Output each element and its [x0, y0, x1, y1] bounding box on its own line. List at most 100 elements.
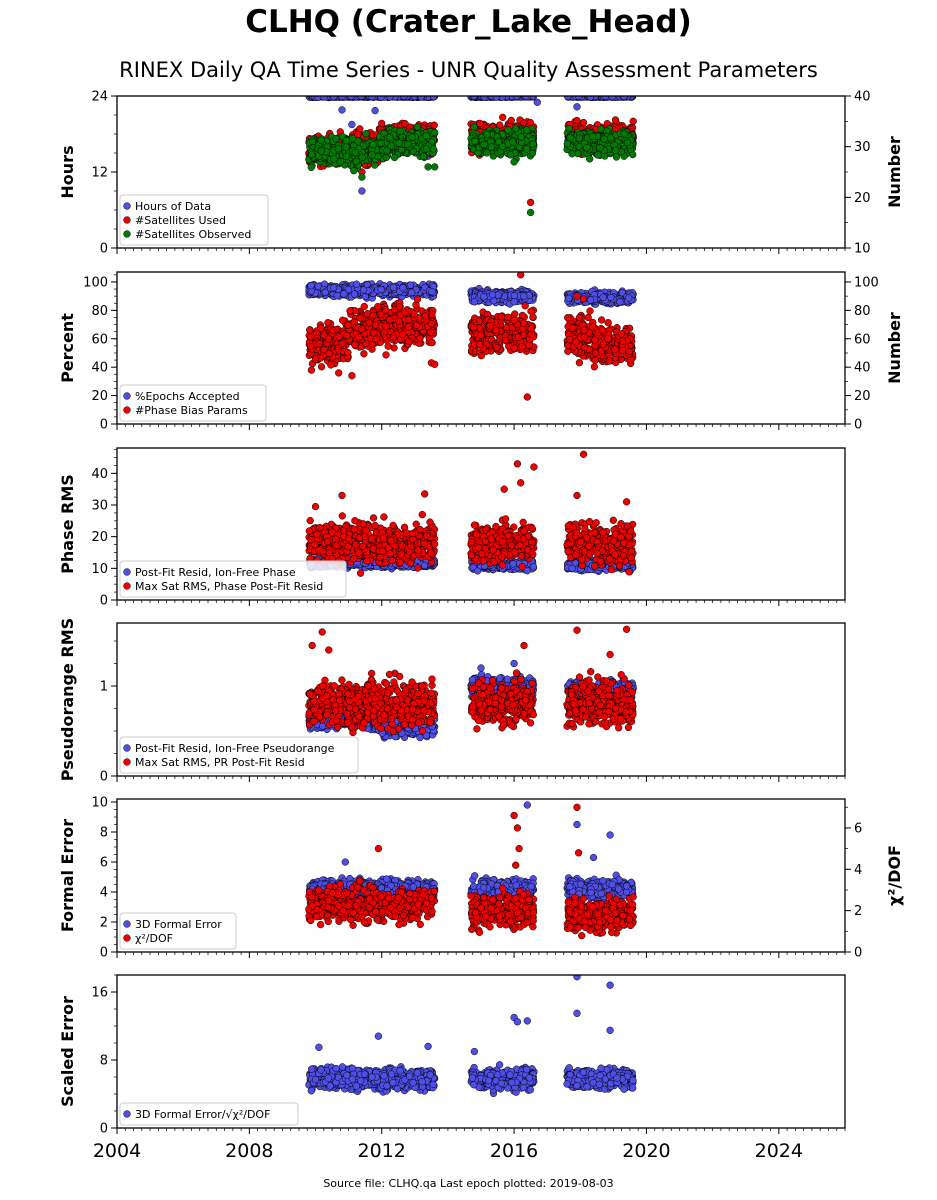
data-point [565, 294, 573, 303]
data-point [377, 285, 385, 294]
legend-marker [123, 202, 131, 210]
legend: Hours of Data#Satellites Used#Satellites… [119, 194, 269, 246]
outlier-point [526, 198, 535, 207]
data-point [565, 124, 573, 133]
data-point [401, 119, 409, 128]
data-point [396, 127, 404, 136]
data-point [422, 132, 430, 140]
outlier-point [470, 298, 479, 306]
outlier-point [533, 98, 541, 106]
data-point [480, 140, 488, 149]
data-point [599, 293, 607, 301]
data-point [596, 144, 604, 152]
outlier-point [358, 173, 366, 181]
data-point [507, 116, 515, 125]
data-point [526, 118, 534, 127]
data-point [384, 342, 392, 350]
outlier-point [424, 163, 432, 171]
data-point [629, 117, 637, 125]
data-point [334, 145, 342, 153]
legend-label: #Satellites Used [135, 214, 226, 227]
data-point [342, 152, 350, 160]
y-tick-label: 0 [100, 242, 108, 257]
panel-percent: 020406080100020406080100NumberPercent%Ep… [58, 271, 904, 433]
data-point [607, 293, 615, 302]
data-point [594, 151, 602, 159]
data-point [407, 288, 416, 297]
series-blue [305, 280, 637, 308]
data-point [520, 292, 528, 300]
data-point [342, 143, 350, 151]
outlier-point [348, 120, 356, 129]
data-point [476, 119, 484, 128]
data-point [529, 140, 537, 148]
data-point [417, 96, 425, 101]
data-point [487, 143, 496, 151]
data-point [568, 150, 576, 158]
data-point [350, 290, 359, 298]
data-point [321, 288, 329, 297]
data-point [307, 163, 315, 172]
data-point [368, 151, 376, 159]
data-point [329, 96, 338, 101]
data-point [332, 134, 340, 143]
data-point [327, 361, 335, 369]
data-point [480, 96, 488, 101]
data-point [509, 138, 517, 146]
data-point [348, 134, 357, 143]
data-point [336, 158, 344, 166]
data-point [377, 139, 385, 147]
data-point [483, 131, 491, 139]
y-right-tick-label: 10 [854, 242, 871, 257]
y-right-axis-label: Number [885, 136, 904, 208]
data-point [351, 149, 359, 157]
legend-label: #Satellites Observed [135, 228, 251, 241]
data-point [583, 144, 591, 152]
data-point [378, 119, 386, 128]
data-point [429, 96, 438, 101]
data-point [359, 286, 368, 294]
y-tick-label: 12 [91, 166, 108, 181]
data-point [404, 140, 412, 149]
data-point [340, 290, 348, 298]
data-point [511, 124, 520, 132]
data-point [471, 137, 479, 146]
chart-subtitle: RINEX Daily QA Time Series - UNR Quality… [119, 58, 818, 82]
data-point [408, 133, 416, 141]
data-point [506, 151, 515, 159]
data-point [308, 137, 317, 146]
data-point [382, 351, 390, 359]
data-point [573, 116, 581, 125]
data-point [528, 149, 537, 157]
data-point [308, 151, 316, 159]
outlier-point [358, 187, 366, 195]
data-point [350, 167, 358, 175]
data-point [399, 284, 407, 292]
data-point [368, 96, 376, 101]
data-point [422, 145, 431, 153]
data-point [616, 298, 624, 306]
data-point [317, 136, 325, 144]
data-point [342, 136, 351, 145]
data-point [625, 294, 633, 302]
data-point [413, 123, 422, 131]
chart-title: CLHQ (Crater_Lake_Head) [245, 4, 692, 40]
data-point [390, 153, 399, 162]
data-point [333, 292, 341, 300]
outlier-point [510, 298, 518, 306]
legend-marker [123, 216, 131, 224]
data-point [510, 292, 519, 300]
legend-marker [123, 230, 131, 238]
data-point [470, 123, 478, 131]
data-point [387, 142, 395, 150]
data-point [362, 130, 370, 138]
outlier-point [338, 106, 346, 114]
data-point [389, 283, 398, 292]
data-point [586, 296, 595, 304]
data-point [419, 152, 428, 161]
outlier-point [573, 103, 581, 111]
data-point [377, 96, 385, 101]
data-point [620, 130, 628, 138]
series-points [305, 96, 637, 217]
